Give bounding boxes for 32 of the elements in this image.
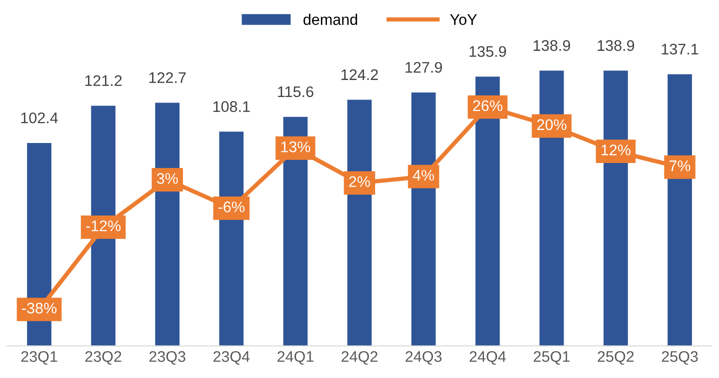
data-label: 124.2 bbox=[342, 69, 378, 80]
legend-label: YoY bbox=[450, 14, 477, 25]
x-tick-label: 23Q2 bbox=[85, 351, 122, 365]
data-label: -38% bbox=[22, 302, 57, 314]
data-label: 7% bbox=[670, 160, 690, 172]
x-tick-label: 23Q3 bbox=[149, 351, 186, 365]
data-label: 135.9 bbox=[470, 46, 506, 57]
data-label: 108.1 bbox=[213, 101, 250, 112]
data-label: -12% bbox=[86, 220, 121, 232]
data-label: 138.9 bbox=[598, 40, 634, 51]
data-label: 3% bbox=[156, 173, 178, 184]
x-tick-label: 24Q1 bbox=[278, 351, 314, 365]
data-label: 137.1 bbox=[662, 44, 698, 55]
bar bbox=[668, 74, 692, 346]
data-label: 102.4 bbox=[21, 112, 58, 124]
data-label: 2% bbox=[349, 176, 370, 187]
data-label: 122.7 bbox=[149, 72, 186, 83]
x-tick-label: 25Q3 bbox=[662, 351, 698, 365]
bar bbox=[155, 102, 180, 346]
x-tick-label: 24Q2 bbox=[342, 351, 378, 365]
data-label: 115.6 bbox=[278, 86, 314, 98]
data-label: 127.9 bbox=[406, 62, 442, 73]
x-tick-label: 24Q4 bbox=[470, 351, 506, 365]
data-label: 121.2 bbox=[85, 75, 122, 86]
x-tick-label: 23Q1 bbox=[21, 351, 58, 365]
x-tick-label: 23Q4 bbox=[213, 351, 250, 365]
x-tick-label: 24Q3 bbox=[406, 351, 442, 365]
x-tick-label: 25Q2 bbox=[598, 351, 634, 365]
data-label: 4% bbox=[412, 170, 434, 181]
legend-label: demand bbox=[304, 14, 358, 25]
data-label: 138.9 bbox=[534, 40, 570, 51]
x-tick-label: 25Q1 bbox=[534, 351, 570, 365]
